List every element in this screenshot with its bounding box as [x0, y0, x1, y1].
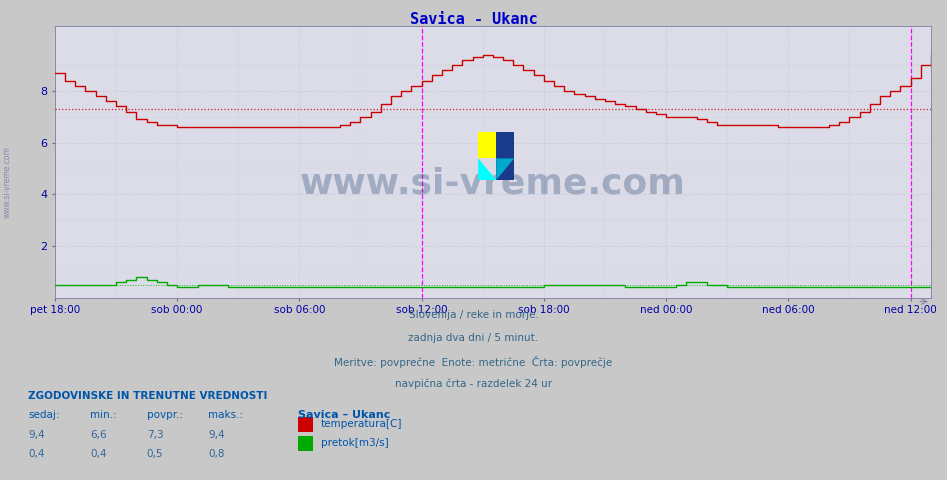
Text: sedaj:: sedaj:	[28, 410, 60, 420]
Text: www.si-vreme.com: www.si-vreme.com	[300, 167, 686, 201]
Text: min.:: min.:	[90, 410, 116, 420]
Text: Slovenija / reke in morje.: Slovenija / reke in morje.	[408, 310, 539, 320]
Polygon shape	[496, 132, 514, 180]
Text: 0,5: 0,5	[147, 449, 163, 459]
Text: pretok[m3/s]: pretok[m3/s]	[321, 438, 389, 448]
Bar	[478, 132, 496, 158]
Text: 0,4: 0,4	[28, 449, 45, 459]
Text: 7,3: 7,3	[147, 430, 164, 440]
Text: Savica – Ukanc: Savica – Ukanc	[298, 410, 391, 420]
Text: temperatura[C]: temperatura[C]	[321, 419, 402, 429]
Text: navpična črta - razdelek 24 ur: navpična črta - razdelek 24 ur	[395, 379, 552, 389]
Text: 9,4: 9,4	[28, 430, 45, 440]
Text: ZGODOVINSKE IN TRENUTNE VREDNOSTI: ZGODOVINSKE IN TRENUTNE VREDNOSTI	[28, 391, 268, 401]
Text: 0,8: 0,8	[208, 449, 224, 459]
Text: zadnja dva dni / 5 minut.: zadnja dva dni / 5 minut.	[408, 333, 539, 343]
Polygon shape	[478, 158, 496, 180]
Text: Savica - Ukanc: Savica - Ukanc	[410, 12, 537, 27]
Text: 9,4: 9,4	[208, 430, 225, 440]
Text: www.si-vreme.com: www.si-vreme.com	[3, 146, 12, 218]
Polygon shape	[496, 158, 514, 180]
Text: 0,4: 0,4	[90, 449, 106, 459]
Text: Meritve: povprečne  Enote: metrične  Črta: povprečje: Meritve: povprečne Enote: metrične Črta:…	[334, 356, 613, 368]
Text: maks.:: maks.:	[208, 410, 243, 420]
Text: povpr.:: povpr.:	[147, 410, 183, 420]
Text: 6,6: 6,6	[90, 430, 107, 440]
